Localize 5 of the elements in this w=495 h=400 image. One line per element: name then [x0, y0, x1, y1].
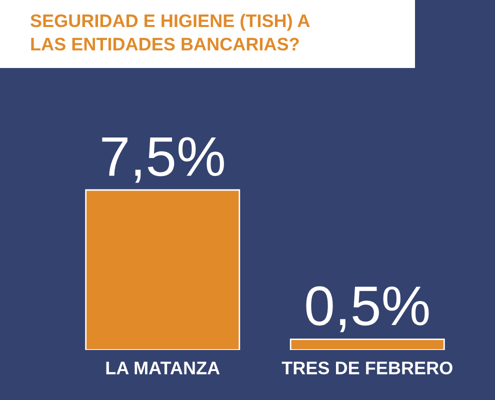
- chart-title: SEGURIDAD E HIGIENE (TISH) A LAS ENTIDADES BANCARIAS?: [30, 14, 310, 51]
- data-label: 0,5%: [306, 286, 429, 332]
- data-label: 7,5%: [102, 137, 224, 183]
- x-tick-label: LA MATANZA: [106, 362, 220, 374]
- x-tick-label: TRES DE FEBRERO: [282, 362, 452, 374]
